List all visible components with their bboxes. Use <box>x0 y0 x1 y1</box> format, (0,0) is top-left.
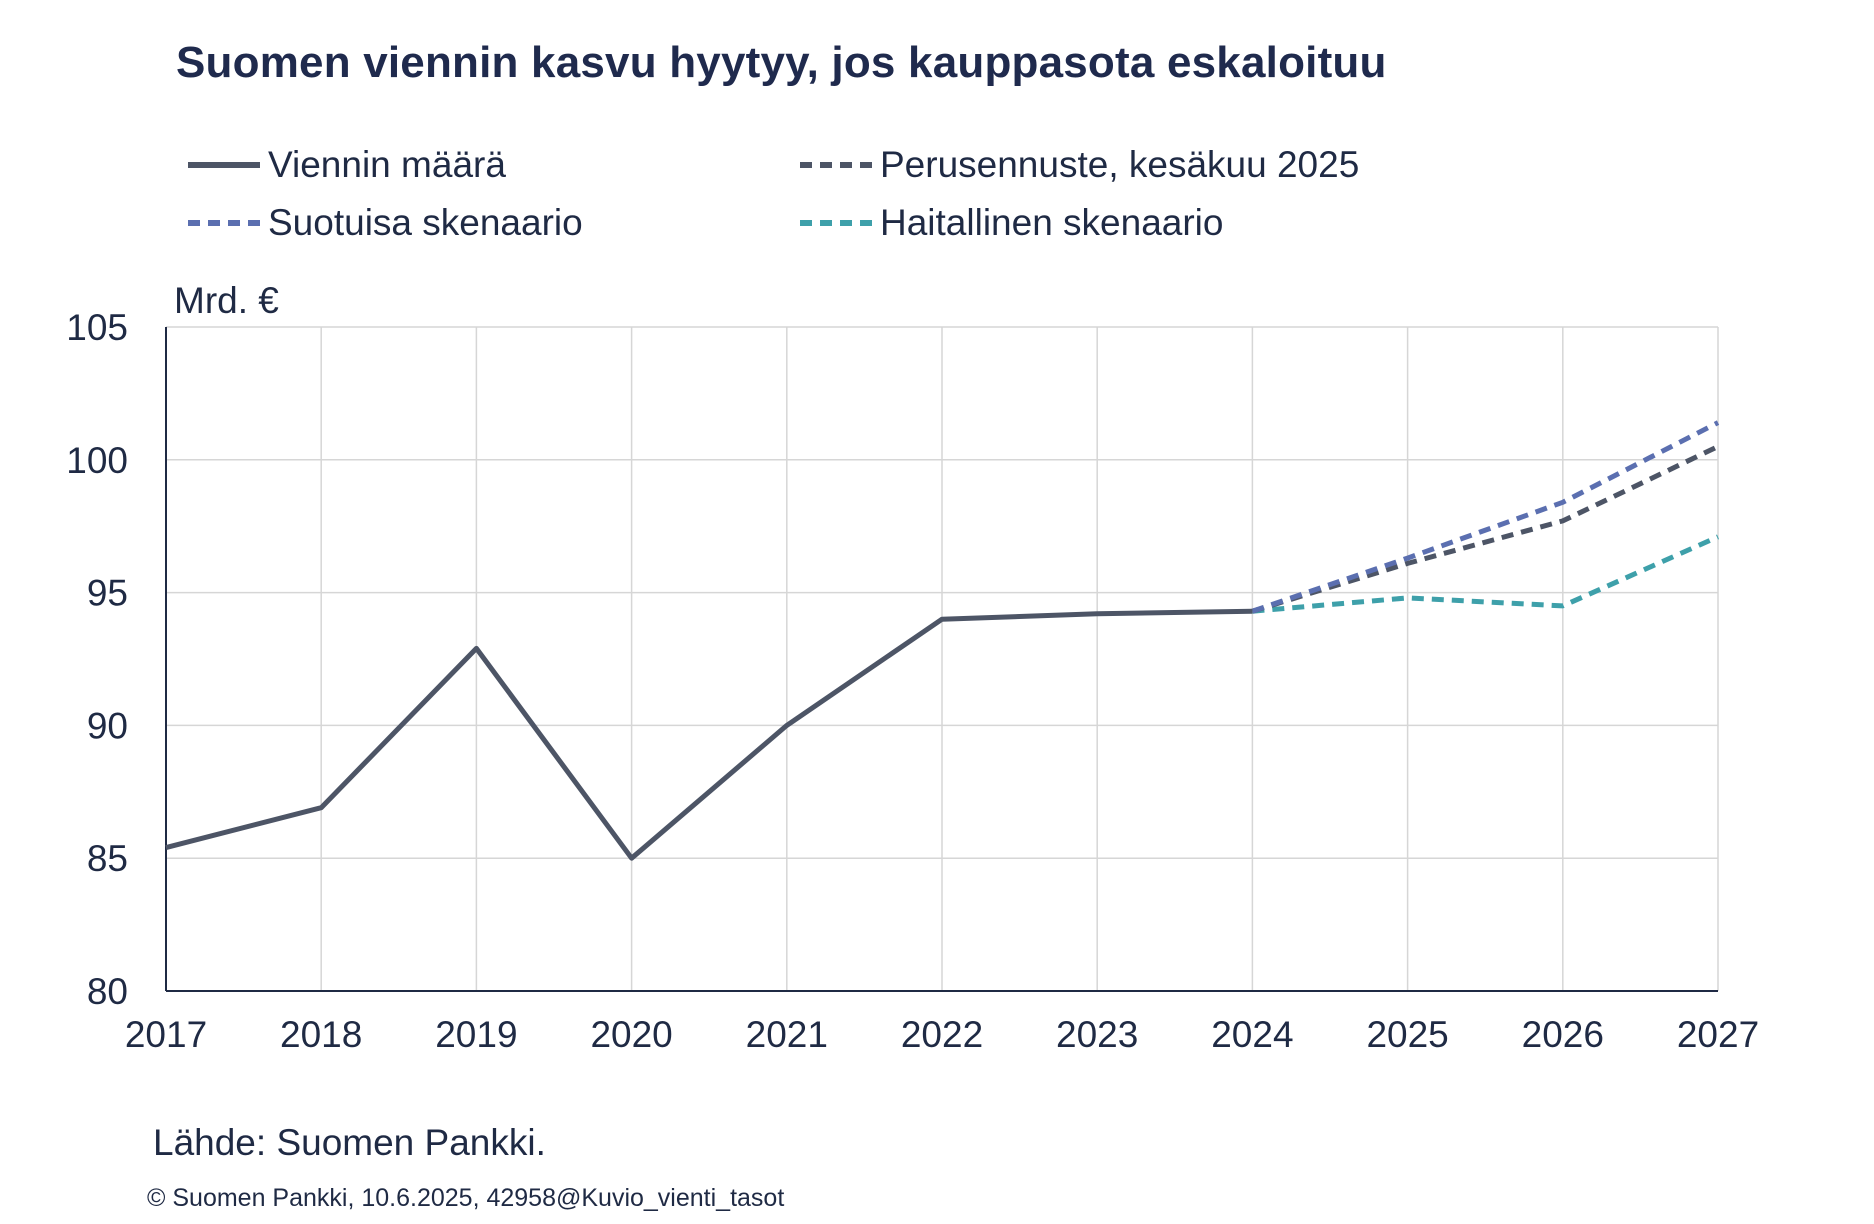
series-line-0 <box>165 608 1253 861</box>
y-tick-label: 105 <box>66 307 128 348</box>
legend-item-perusennuste: Perusennuste, kesäkuu 2025 <box>800 140 1359 190</box>
series-line-3 <box>1252 534 1720 614</box>
y-tick-label: 85 <box>87 838 128 879</box>
x-tick-label: 2020 <box>590 1014 672 1055</box>
series-line-1 <box>1251 444 1720 614</box>
legend-swatch-dashed <box>800 162 872 168</box>
x-tick-label: 2019 <box>435 1014 517 1055</box>
legend-label: Viennin määrä <box>268 144 506 185</box>
source-note: Lähde: Suomen Pankki. <box>153 1122 546 1163</box>
legend-swatch-dashed <box>188 220 260 226</box>
x-tick-label: 2027 <box>1677 1014 1759 1055</box>
legend-label: Suotuisa skenaario <box>268 202 583 243</box>
series-line-2 <box>1251 420 1720 614</box>
legend-item-haitallinen: Haitallinen skenaario <box>800 198 1223 248</box>
y-tick-label: 100 <box>66 440 128 481</box>
legend-swatch-solid <box>188 162 260 168</box>
y-tick-label: 80 <box>87 971 128 1012</box>
x-tick-label: 2022 <box>901 1014 983 1055</box>
x-tick-label: 2023 <box>1056 1014 1138 1055</box>
x-tick-label: 2025 <box>1366 1014 1448 1055</box>
chart-title: Suomen viennin kasvu hyytyy, jos kauppas… <box>176 38 1387 87</box>
x-tick-label: 2026 <box>1522 1014 1604 1055</box>
legend-item-suotuisa: Suotuisa skenaario <box>188 198 583 248</box>
y-tick-label: 95 <box>87 573 128 614</box>
x-tick-label: 2018 <box>280 1014 362 1055</box>
x-tick-label: 2021 <box>746 1014 828 1055</box>
legend-label: Haitallinen skenaario <box>880 202 1224 243</box>
legend-label: Perusennuste, kesäkuu 2025 <box>880 144 1360 185</box>
y-tick-label: 90 <box>87 705 128 746</box>
y-axis-unit-label: Mrd. € <box>174 280 279 321</box>
x-tick-label: 2024 <box>1211 1014 1293 1055</box>
legend-swatch-dashed <box>800 220 872 226</box>
legend-item-viennin-maara: Viennin määrä <box>188 140 506 190</box>
x-tick-label: 2017 <box>125 1014 207 1055</box>
copyright-note: © Suomen Pankki, 10.6.2025, 42958@Kuvio_… <box>147 1184 785 1212</box>
